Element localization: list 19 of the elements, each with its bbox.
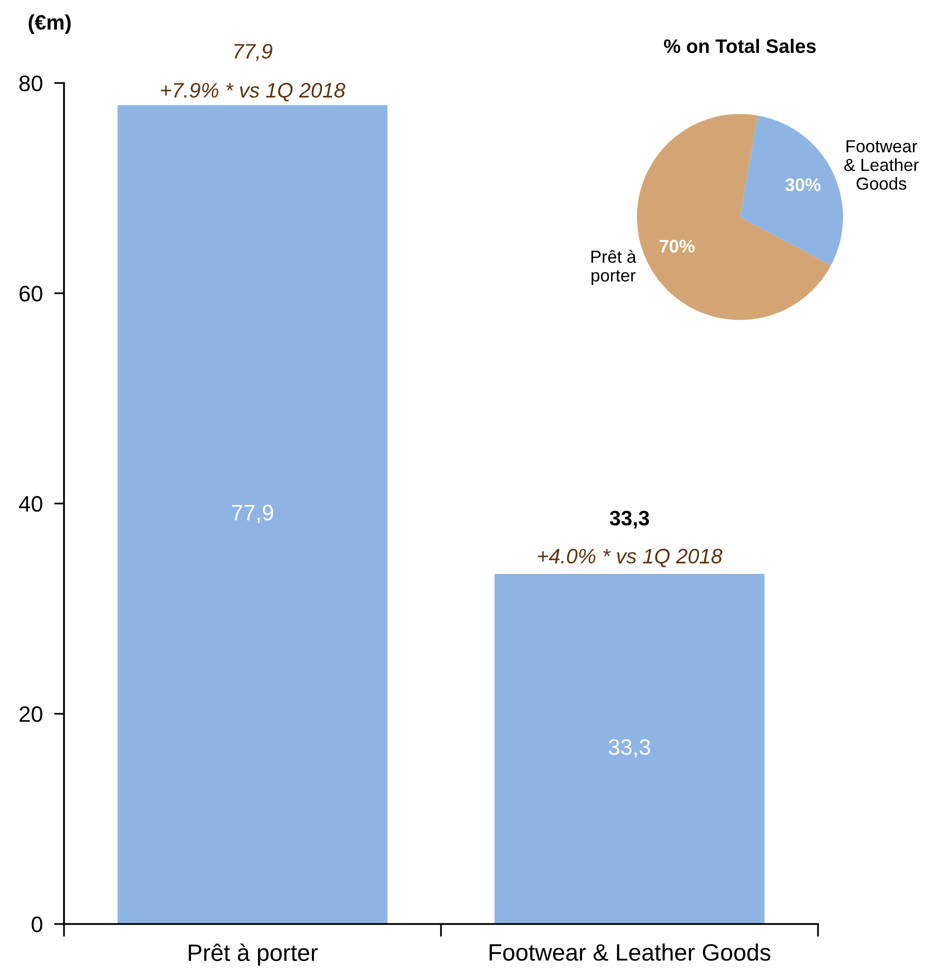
annotation: +4.0% * vs 1Q 2018 [538, 548, 722, 568]
chart-title: % on Total Sales [664, 38, 816, 54]
slice-label: Prêt à porter [591, 250, 636, 286]
data-label: 70% [660, 240, 695, 253]
annotation: 33,3 [610, 510, 650, 529]
y-axis-title: (€m) [28, 14, 71, 34]
annotation: +7.9% * vs 1Q 2018 [160, 82, 346, 102]
data-label: 33,3 [608, 739, 650, 758]
slice-label: Footwear & Leather Goods [844, 140, 919, 190]
data-label: 77,9 [232, 504, 274, 524]
y-tick-label: 40 [18, 496, 42, 512]
data-label: 30% [785, 178, 821, 192]
y-tick-label: 60 [20, 286, 42, 302]
annotation: 77,9 [234, 44, 272, 62]
y-tick-label: 20 [20, 706, 42, 722]
pie-slice [740, 116, 843, 266]
pie-slice [637, 114, 831, 320]
y-tick-label: 0 [32, 916, 42, 932]
y-tick-label: 80 [19, 76, 42, 92]
